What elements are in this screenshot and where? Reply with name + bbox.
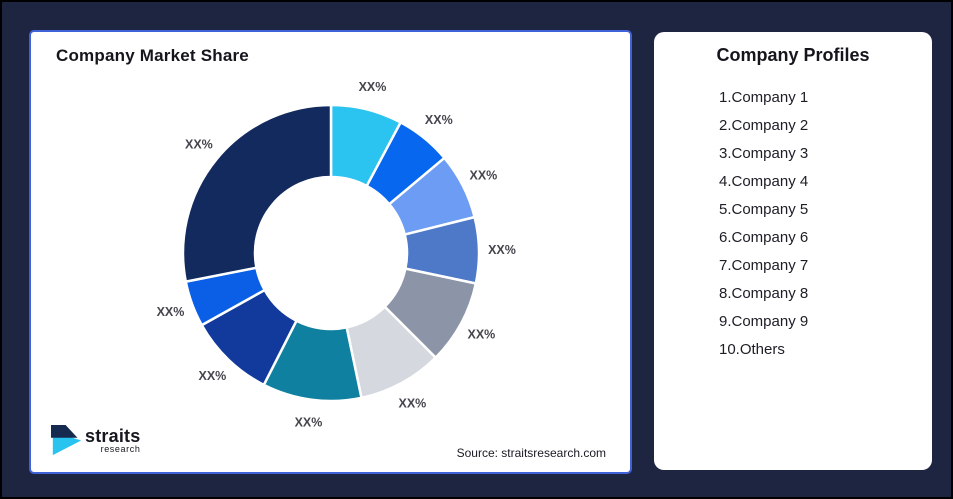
profiles-title: Company Profiles	[716, 45, 870, 65]
profile-list-item: 7.Company 7	[719, 257, 809, 274]
segment-value-label-1: XX%	[359, 80, 387, 94]
source-attribution: Source: straitsresearch.com	[456, 446, 606, 460]
segment-value-label-7: XX%	[295, 416, 323, 430]
company-market-share-donut-chart: XX% XX% XX% XX% XX% XX% XX% XX% XX% XX%	[157, 80, 516, 430]
logo-text: straits research	[85, 425, 141, 454]
segment-value-label-9: XX%	[157, 305, 185, 319]
company-profiles-card: Company Profiles 1.Company 1 2.Company 2 3…	[654, 32, 932, 470]
segment-value-label-6: XX%	[399, 396, 427, 410]
profile-list-item: 4.Company 4	[719, 173, 809, 190]
profile-list-item: 8.Company 8	[719, 285, 809, 302]
straits-research-logo: straits research	[51, 425, 140, 456]
segment-value-label-8: XX%	[199, 369, 227, 383]
chart-title: Company Market Share	[56, 46, 249, 65]
market-share-card: XX% XX% XX% XX% XX% XX% XX% XX% XX% XX% Company M…	[29, 30, 632, 474]
segment-value-label-4: XX%	[488, 243, 516, 257]
company-profiles-list: 1.Company 1 2.Company 2 3.Company 3 4.Compa…	[654, 84, 932, 364]
straits-arrow-icon	[51, 425, 82, 456]
donut-segment-10	[181, 103, 333, 283]
profile-list-item: 9.Company 9	[719, 313, 809, 330]
segment-value-label-2: XX%	[425, 113, 453, 127]
segment-value-label-3: XX%	[470, 168, 498, 182]
logo-sub-text: research	[100, 443, 141, 454]
profile-list-item: 2.Company 2	[719, 117, 809, 134]
profile-list-item: 3.Company 3	[719, 145, 809, 162]
logo-brand-text: straits	[85, 425, 141, 446]
profile-list-item: 1.Company 1	[719, 89, 809, 106]
profile-list-item: 10.Others	[719, 341, 785, 358]
segment-value-label-10: XX%	[185, 137, 213, 151]
profile-list-item: 5.Company 5	[719, 201, 809, 218]
profile-list-item: 6.Company 6	[719, 229, 809, 246]
segment-value-label-5: XX%	[468, 327, 496, 341]
